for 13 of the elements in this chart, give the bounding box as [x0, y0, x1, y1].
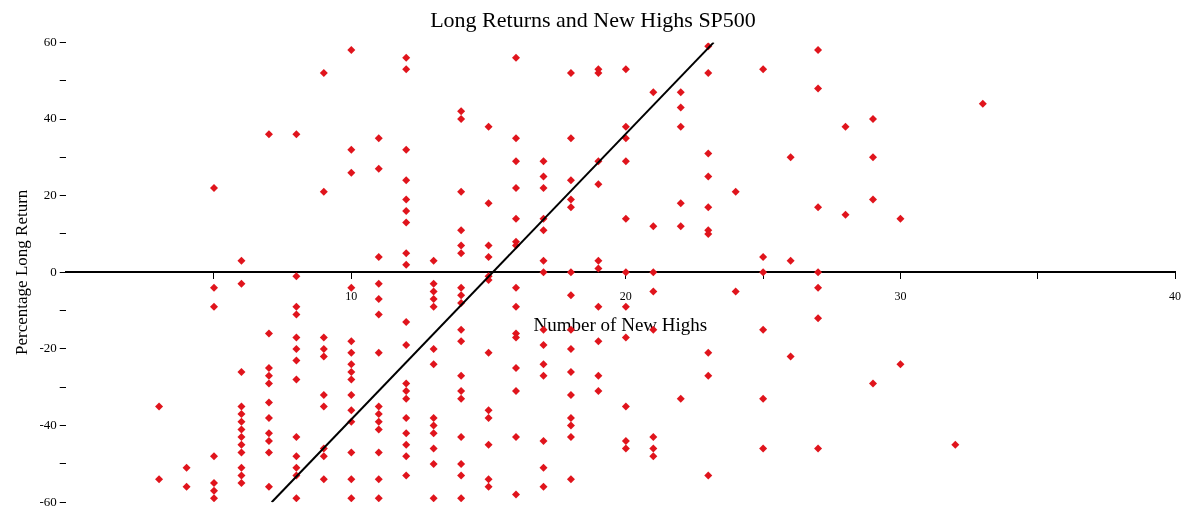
x-tick-label: 30: [894, 288, 907, 303]
y-tick-label: 40: [43, 110, 57, 126]
y-tick-label: -40: [39, 416, 57, 432]
y-tick-label: -60: [39, 493, 57, 509]
x-tick-label: 10: [345, 288, 358, 303]
y-tick-label: -20: [39, 340, 57, 356]
x-tick-label: 40: [1169, 288, 1181, 303]
y-tick-label: 60: [43, 33, 57, 49]
x-tick-label: 20: [619, 288, 632, 303]
y-tick-label: 0: [50, 263, 57, 279]
chart-title: Long Returns and New Highs SP500: [430, 6, 756, 32]
y-tick-label: 20: [43, 187, 57, 203]
y-axis-title: Percentage Long Return: [11, 189, 31, 355]
